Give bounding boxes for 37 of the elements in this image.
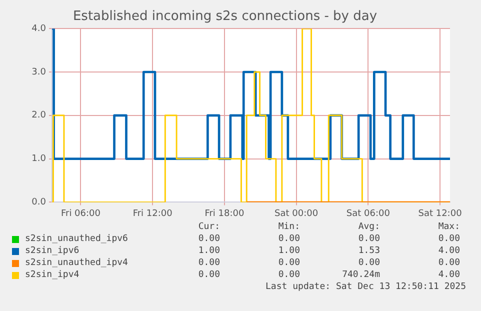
text: 0.00	[438, 258, 460, 268]
text: Max:	[438, 222, 460, 232]
x-tick-label: Sat 00:00	[274, 208, 318, 219]
x-tick-label: Fri 18:00	[204, 208, 244, 219]
text: 0.00	[198, 258, 220, 268]
legend-label: s2sin_unauthed_ipv6	[25, 234, 128, 244]
text: 0.00	[278, 258, 300, 268]
y-tick-label: 2.0	[32, 110, 46, 121]
text: Cur:	[198, 222, 220, 232]
text: Last update: Sat Dec 13 12:50:11 2025	[266, 282, 466, 292]
y-tick-label: 1.0	[32, 154, 46, 164]
x-tick-label: Sat 12:00	[418, 208, 462, 219]
text: 0.00	[278, 270, 300, 280]
y-tick-label: 3.0	[32, 67, 46, 78]
text: 740.24m	[342, 270, 380, 280]
x-tick-label: Sat 06:00	[346, 208, 390, 219]
text: 0.00	[198, 270, 220, 280]
x-tick-label: Fri 12:00	[132, 208, 173, 219]
text: 0.00	[438, 234, 460, 244]
text: 0.00	[198, 234, 220, 244]
text: 4.00	[438, 270, 460, 280]
legend-label: s2sin_ipv4	[25, 270, 80, 280]
y-tick-label: 0.0	[32, 198, 46, 208]
legend-label: s2sin_ipv6	[25, 246, 80, 256]
legend-label: s2sin_unauthed_ipv4	[25, 258, 128, 268]
x-tick-label: Fri 06:00	[60, 208, 101, 219]
text: Avg:	[358, 222, 380, 232]
text: 1.53	[358, 246, 380, 256]
text: 0.00	[358, 258, 380, 268]
text: Min:	[278, 222, 300, 232]
text: 1.00	[198, 246, 220, 256]
text: 4.00	[438, 246, 460, 256]
text: 0.00	[278, 234, 300, 244]
text: 0.00	[358, 234, 380, 244]
chart-title: Established incoming s2s connections - by day	[72, 9, 378, 24]
y-tick-label: 4.0	[32, 24, 46, 34]
text: 1.00	[278, 246, 300, 256]
